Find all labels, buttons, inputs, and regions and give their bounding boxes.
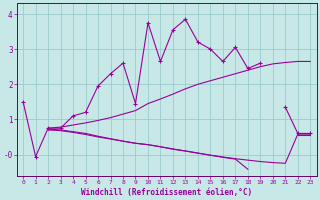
X-axis label: Windchill (Refroidissement éolien,°C): Windchill (Refroidissement éolien,°C) [81,188,252,197]
